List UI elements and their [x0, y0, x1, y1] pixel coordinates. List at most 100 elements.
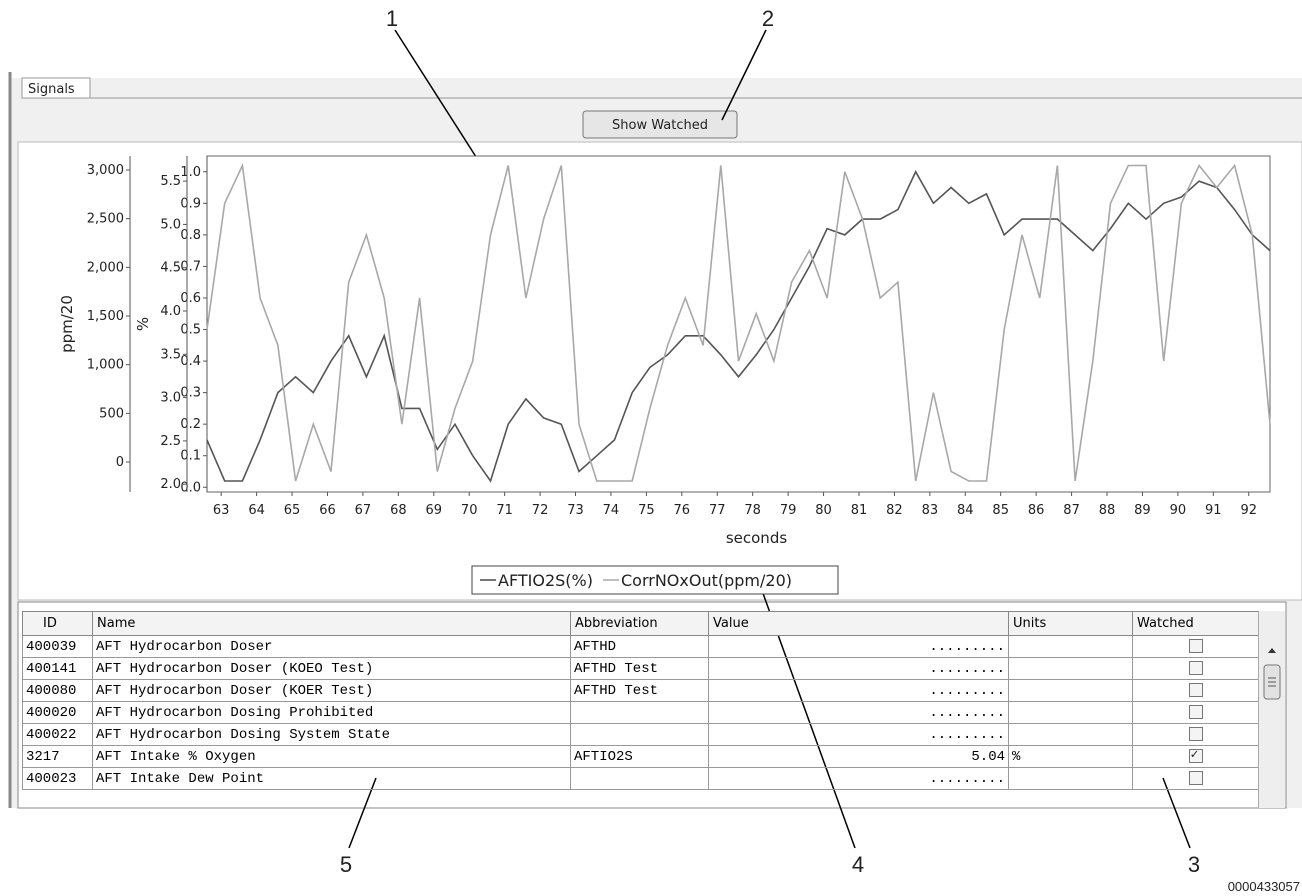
- cell-abbreviation: AFTHD: [570, 635, 709, 658]
- column-header[interactable]: Watched: [1132, 611, 1259, 636]
- x-tick-label: 69: [425, 503, 442, 518]
- y-tick-label: 3.5: [160, 347, 181, 362]
- x-tick-label: 68: [390, 503, 407, 518]
- x-tick-label: 66: [319, 503, 336, 518]
- cell-value: .........: [708, 635, 1009, 658]
- watched-checkbox[interactable]: [1188, 660, 1203, 675]
- y-tick-label: 0.5: [180, 323, 201, 338]
- cell-name: AFT Hydrocarbon Dosing Prohibited: [92, 701, 571, 724]
- x-tick-label: 73: [567, 503, 584, 518]
- cell-name: AFT Hydrocarbon Doser (KOEO Test): [92, 657, 571, 680]
- figure-id: 0000433057: [1228, 879, 1300, 894]
- x-tick-label: 64: [248, 503, 265, 518]
- table-row[interactable]: 400039 AFT Hydrocarbon Doser AFTHD........…: [22, 635, 1259, 658]
- watched-checkbox[interactable]: [1188, 682, 1203, 697]
- table-row[interactable]: 3217 AFT Intake % Oxygen AFTIO2S 5.04%: [22, 745, 1259, 768]
- x-tick-label: 80: [815, 503, 832, 518]
- watched-checkbox[interactable]: [1188, 704, 1203, 719]
- tab[interactable]: [21, 77, 91, 99]
- cell-id: 400023: [22, 767, 93, 790]
- cell-id: 400080: [22, 679, 93, 702]
- x-tick-label: 83: [922, 503, 939, 518]
- cell-name: AFT Hydrocarbon Dosing System State: [92, 723, 571, 746]
- column-header[interactable]: Name: [92, 611, 571, 636]
- callout-line: [721, 29, 767, 121]
- y-tick-label: 4.5: [160, 261, 181, 276]
- cell-units: [1008, 767, 1133, 790]
- callout-label: 3: [1188, 852, 1200, 877]
- column-header[interactable]: Abbreviation: [570, 611, 709, 636]
- x-tick-label: 67: [355, 503, 372, 518]
- x-tick-label: 85: [992, 503, 1009, 518]
- callout-label: 4: [852, 852, 864, 877]
- y-tick-label: 1,000: [87, 358, 124, 373]
- y-tick-label: 0.1: [180, 449, 201, 464]
- cell-value: .........: [708, 701, 1009, 724]
- x-tick-label: 81: [851, 503, 868, 518]
- tab-label: Signals: [28, 82, 75, 97]
- cell-abbreviation: AFTIO2S: [570, 745, 709, 768]
- y-tick-label: 0.4: [180, 354, 201, 369]
- table-row[interactable]: 400141 AFT Hydrocarbon Doser (KOEO Test) A…: [22, 657, 1259, 680]
- button-label: Show Watched: [612, 118, 708, 133]
- table-row[interactable]: 400080 AFT Hydrocarbon Doser (KOER Test) A…: [22, 679, 1259, 702]
- x-tick-label: 90: [1170, 503, 1187, 518]
- callout-line: [394, 29, 479, 161]
- x-tick-label: 63: [213, 503, 230, 518]
- y-tick-label: 4.0: [160, 304, 181, 319]
- cell-units: [1008, 657, 1133, 680]
- scrollbar[interactable]: [1258, 611, 1285, 808]
- watched-checkbox[interactable]: [1188, 747, 1203, 763]
- cell-abbreviation: AFTHD Test: [570, 657, 709, 680]
- x-tick-label: 84: [957, 503, 974, 518]
- cell-id: 3217: [22, 745, 93, 768]
- cell-units: [1008, 635, 1133, 658]
- x-tick-label: 70: [461, 503, 478, 518]
- callout-label: 5: [340, 852, 352, 877]
- cell-watched: [1132, 635, 1259, 658]
- table-row[interactable]: 400022 AFT Hydrocarbon Dosing System Stat…: [22, 723, 1259, 746]
- y-tick-label: 0.3: [180, 386, 201, 401]
- cell-value: .........: [708, 679, 1009, 702]
- cell-value: .........: [708, 657, 1009, 680]
- show-watched-button[interactable]: [582, 110, 738, 139]
- cell-name: AFT Hydrocarbon Doser: [92, 635, 571, 658]
- x-tick-label: 82: [886, 503, 903, 518]
- x-tick-label: 71: [496, 503, 513, 518]
- cell-abbreviation: AFTHD Test: [570, 679, 709, 702]
- x-tick-label: 76: [674, 503, 691, 518]
- watched-checkbox[interactable]: [1188, 726, 1203, 741]
- cell-watched: [1132, 767, 1259, 790]
- cell-id: 400022: [22, 723, 93, 746]
- x-tick-label: 78: [744, 503, 761, 518]
- y-tick-label: 3.0: [160, 391, 181, 406]
- series-line: [206, 162, 1271, 482]
- cell-value: .........: [708, 767, 1009, 790]
- x-tick-label: 89: [1134, 503, 1151, 518]
- watched-checkbox[interactable]: [1188, 770, 1203, 785]
- column-header[interactable]: Value: [708, 611, 1009, 636]
- y-tick-label: 5.0: [160, 217, 181, 232]
- table-row[interactable]: 400023 AFT Intake Dew Point.........: [22, 767, 1259, 790]
- watched-checkbox[interactable]: [1188, 638, 1203, 653]
- y-tick-label: 0.7: [180, 259, 201, 274]
- series-line: [206, 170, 1271, 483]
- column-header[interactable]: ID: [22, 611, 93, 636]
- cell-abbreviation: [570, 767, 709, 790]
- x-tick-label: 79: [780, 503, 797, 518]
- y-tick-label: 1,500: [87, 309, 124, 324]
- legend-box: [471, 565, 839, 595]
- y-tick-label: 0.0: [180, 480, 201, 495]
- column-header[interactable]: Units: [1008, 611, 1133, 636]
- x-axis-title: seconds: [726, 529, 787, 547]
- cell-watched: [1132, 679, 1259, 702]
- scrollbar-graphics: [1263, 648, 1281, 700]
- cell-watched: [1132, 745, 1259, 768]
- y-tick-label: 5.5: [160, 174, 181, 189]
- y-tick-label: 2.5: [160, 434, 181, 449]
- y-axis-title: ppm/20: [58, 295, 76, 353]
- cell-id: 400039: [22, 635, 93, 658]
- table-row[interactable]: 400020 AFT Hydrocarbon Dosing Prohibited.…: [22, 701, 1259, 724]
- scroll-up[interactable]: [1268, 648, 1276, 653]
- x-tick-label: 91: [1205, 503, 1222, 518]
